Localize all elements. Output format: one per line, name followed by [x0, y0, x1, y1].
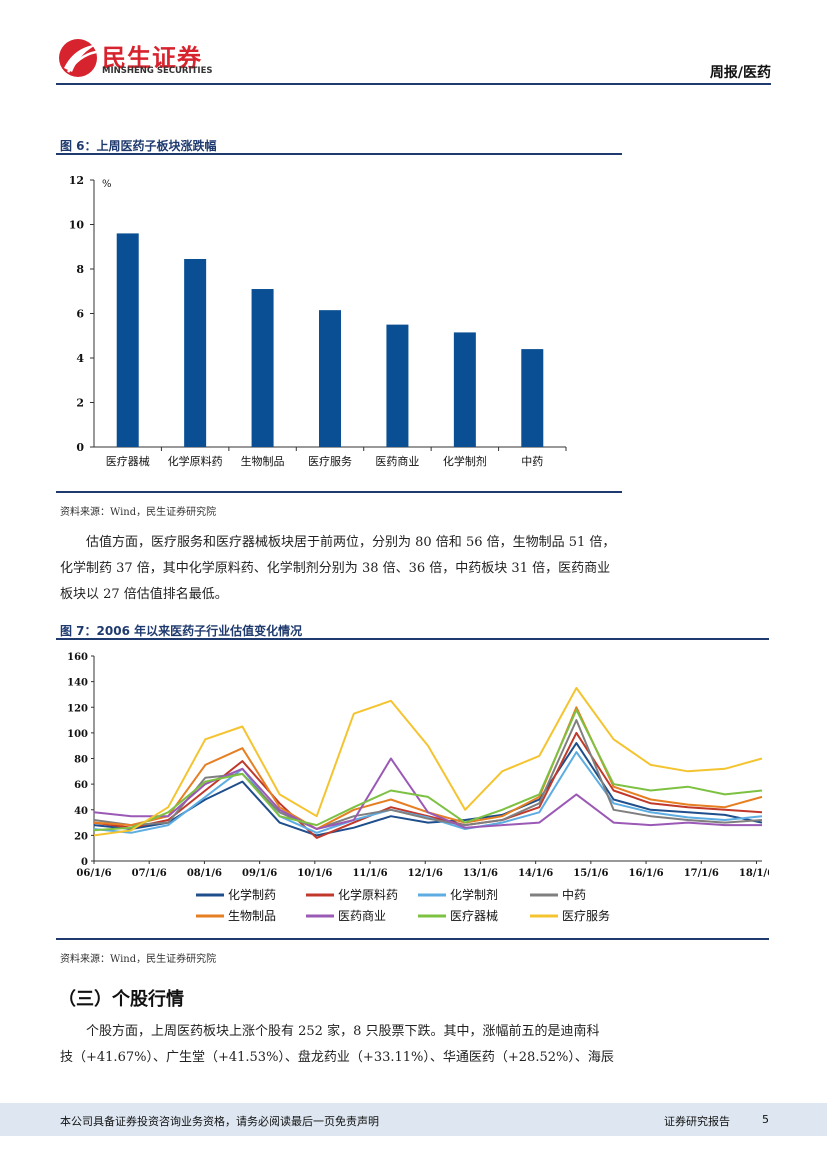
x-tick-label: 06/1/6	[76, 868, 111, 879]
y-tick-label: 2	[76, 397, 84, 410]
x-tick-label: 生物制品	[241, 454, 285, 468]
legend-label-4: 中药	[562, 887, 586, 902]
y-tick-label: 120	[67, 703, 88, 714]
legend-label-7: 医疗器械	[450, 908, 498, 923]
series-line-1	[93, 742, 763, 837]
paragraph-line: 化学制药 37 倍，其中化学原料药、化学制剂分别为 38 倍、36 倍，中药板块…	[60, 561, 611, 576]
x-tick-label: 17/1/6	[684, 868, 719, 879]
y-tick-label: 12	[69, 174, 84, 187]
x-tick-label: 12/1/6	[408, 868, 443, 879]
x-tick-label: 08/1/6	[187, 868, 222, 879]
x-tick-label: 10/1/6	[297, 868, 332, 879]
y-tick-label: 60	[74, 780, 88, 791]
bar-1	[116, 233, 139, 447]
report-category: 周报/医药	[709, 65, 771, 81]
x-tick-label: 14/1/6	[518, 868, 553, 879]
legend-label-2: 化学原料药	[338, 887, 398, 902]
x-tick-label: 医疗服务	[308, 454, 352, 468]
header: 民生证券 MINSHENG SECURITIES 周报/医药	[0, 0, 827, 90]
x-tick-label: 医药商业	[375, 454, 419, 468]
figure7-bottom-rule	[56, 938, 769, 940]
page-footer: 本公司具备证券投资咨询业务资格，请务必阅读最后一页免责声明 证券研究报告 5	[0, 1103, 827, 1136]
legend-label-1: 化学制药	[228, 887, 276, 902]
series-line-7	[93, 708, 763, 832]
figure6-bar-chart: 0 2 4 6 8 10 12 % 医疗器械 化学原料药 生物制品 医疗服务 医药商业 化学制剂 中药	[69, 174, 567, 468]
legend-label-5: 生物制品	[228, 909, 276, 923]
y-tick-label: 100	[67, 729, 88, 740]
x-tick-label: 化学原料药	[168, 454, 223, 468]
figure7-title: 图 7：2006 年以来医药子行业估值变化情况	[60, 624, 303, 638]
y-tick-label: 4	[76, 352, 84, 365]
bar-6	[453, 332, 476, 447]
x-tick-label: 07/1/6	[132, 868, 167, 879]
x-tick-label: 15/1/6	[573, 868, 608, 879]
bar-2	[184, 258, 207, 447]
paragraph-line: 板块以 27 倍估值排名最低。	[60, 587, 228, 602]
y-tick-label: 20	[74, 831, 88, 842]
figure6-title: 图 6：上周医药子板块涨跌幅	[60, 139, 217, 153]
bar-3	[251, 289, 274, 447]
y-tick-label: 6	[76, 308, 84, 321]
stock-paragraph: 个股方面，上周医药板块上涨个股有 252 家，8 只股票下跌。其中，涨幅前五的是…	[60, 1019, 660, 1071]
legend-label-8: 医疗服务	[562, 908, 610, 923]
y-tick-label: 10	[69, 219, 85, 232]
paragraph-line: 技（+41.67%）、广生堂（+41.53%）、盘龙药业（+33.11%）、华通…	[60, 1050, 614, 1065]
y-tick-label: 0	[76, 441, 84, 454]
section-heading: （三）个股行情	[58, 989, 184, 1010]
figure7-line-chart: 0 20 40 60 80 100 120 140 160 06/1/6 07/1/6 08/1/6 0…	[67, 652, 769, 923]
y-tick-label: 8	[76, 263, 84, 276]
figure6-source: 资料来源：Wind，民生证券研究院	[60, 507, 217, 518]
x-tick-label: 09/1/6	[242, 868, 277, 879]
legend-label-6: 医药商业	[338, 908, 386, 923]
paragraph-line: 个股方面，上周医药板块上涨个股有 252 家，8 只股票下跌。其中，涨幅前五的是…	[86, 1024, 600, 1039]
bar-4	[319, 310, 341, 447]
series-line-3	[93, 751, 763, 834]
y-tick-label: 40	[74, 806, 88, 817]
footer-page-number: 5	[762, 1113, 769, 1126]
legend-label-3: 化学制剂	[450, 887, 498, 902]
series-line-2	[93, 731, 763, 839]
footer-report-type: 证券研究报告	[664, 1115, 730, 1128]
valuation-paragraph: 估值方面，医疗服务和医疗器械板块居于前两位，分别为 80 倍和 56 倍，生物制…	[60, 530, 640, 608]
x-tick-label: 13/1/6	[463, 868, 498, 879]
series-line-6	[93, 757, 762, 830]
x-tick-label: 化学制剂	[443, 454, 487, 468]
x-tick-label: 18/1/6	[739, 868, 769, 879]
figure7-source: 资料来源：Wind，民生证券研究院	[60, 954, 217, 965]
y-tick-label: 80	[74, 755, 88, 766]
x-tick-label: 11/1/6	[352, 868, 387, 879]
figure6-top-rule	[56, 153, 622, 155]
y-tick-label: 160	[67, 652, 88, 663]
figure6-bottom-rule	[56, 491, 622, 493]
x-tick-label: 16/1/6	[628, 868, 663, 879]
series-line-4	[93, 719, 763, 830]
header-divider	[56, 83, 771, 85]
logo-chinese-name: 民生证券	[102, 44, 202, 72]
paragraph-line: 估值方面，医疗服务和医疗器械板块居于前两位，分别为 80 倍和 56 倍，生物制…	[86, 535, 616, 550]
x-tick-label: 中药	[521, 455, 543, 468]
minsheng-logo-icon	[59, 39, 98, 77]
y-tick-label: 140	[67, 678, 88, 689]
footer-disclaimer: 本公司具备证券投资咨询业务资格，请务必阅读最后一页免责声明	[60, 1115, 379, 1128]
x-tick-label: 医疗器械	[106, 454, 150, 468]
bar-7	[521, 349, 544, 447]
bar-5	[386, 324, 409, 447]
logo-english-name: MINSHENG SECURITIES	[102, 66, 213, 76]
series-line-8	[93, 687, 763, 837]
y-tick-label: 0	[81, 857, 88, 868]
y-unit-label: %	[102, 179, 112, 190]
figure7-top-rule	[56, 638, 769, 640]
